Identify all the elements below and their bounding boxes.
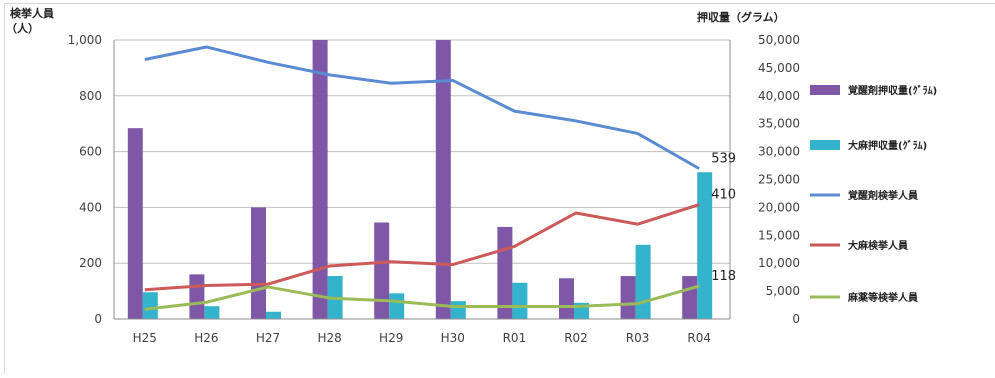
bar-stimulant-seizure [374, 222, 390, 319]
axis-layer: 0 200 400 600 800 1,000 0 5,000 10,000 15,000 20,0… [6, 6, 800, 345]
line-cannabis-arrests [144, 203, 700, 292]
left-axis-title: 検挙人員 [10, 6, 54, 20]
line-layer [144, 45, 700, 311]
right-tick-label: 5,000 [766, 284, 800, 298]
x-tick-label: H26 [194, 331, 218, 345]
bar-cannabis-seizure [142, 292, 158, 319]
bar-cannabis-seizure [266, 311, 281, 319]
line-stimulant-arrests [144, 45, 700, 170]
bar-layer [127, 40, 713, 319]
right-axis-title: 押収量（グラム） [697, 10, 785, 24]
legend-label: 覚醒剤押収量(ｸﾞﾗﾑ) [848, 84, 937, 97]
right-tick-label: 20,000 [758, 200, 800, 214]
bar-stimulant-seizure [682, 276, 698, 319]
bar-stimulant-seizure [559, 278, 574, 319]
bar-cannabis-seizure [512, 282, 528, 319]
left-tick-label: 200 [79, 256, 102, 270]
data-label: 539 [711, 152, 736, 167]
bar-stimulant-seizure [189, 274, 205, 319]
right-tick-label: 40,000 [758, 89, 800, 103]
legend-label: 大麻検挙人員 [848, 239, 908, 252]
legend-swatch [810, 140, 840, 150]
right-tick-label: 50,000 [758, 33, 800, 47]
data-label: 118 [711, 269, 736, 284]
x-tick-label: H29 [379, 331, 403, 345]
x-tick-label: H28 [317, 331, 341, 345]
x-tick-label: R04 [687, 331, 711, 345]
data-label: 410 [711, 188, 736, 203]
legend-label: 麻薬等検挙人員 [847, 291, 918, 304]
left-tick-label: 600 [79, 145, 102, 159]
bar-stimulant-seizure [251, 207, 266, 319]
left-tick-label: 1,000 [68, 33, 102, 47]
right-tick-label: 25,000 [758, 173, 800, 187]
bar-cannabis-seizure [204, 306, 220, 319]
bar-cannabis-seizure [389, 293, 405, 319]
x-tick-label: H27 [256, 331, 280, 345]
bar-cannabis-seizure [450, 301, 466, 319]
x-tick-label: H25 [133, 331, 157, 345]
right-tick-label: 30,000 [758, 145, 800, 159]
x-tick-label: H30 [441, 331, 465, 345]
legend-label: 大麻押収量(ｸﾞﾗﾑ) [848, 139, 927, 152]
right-tick-label: 0 [792, 312, 800, 326]
bar-cannabis-seizure [697, 172, 713, 319]
frame-border-top [4, 3, 995, 4]
x-tick-label: R02 [564, 331, 588, 345]
right-tick-label: 10,000 [758, 256, 800, 270]
right-tick-label: 45,000 [758, 61, 800, 75]
line-narcotics-arrests [144, 284, 700, 311]
right-tick-label: 35,000 [758, 117, 800, 131]
bar-cannabis-seizure [635, 244, 651, 319]
legend-swatch [810, 85, 840, 95]
left-tick-label: 0 [94, 312, 102, 326]
bar-stimulant-seizure [435, 40, 451, 319]
left-tick-label: 800 [79, 89, 102, 103]
legend-layer: 覚醒剤押収量(ｸﾞﾗﾑ) 大麻押収量(ｸﾞﾗﾑ) 覚醒剤検挙人員大麻検挙人員麻薬等検… [810, 84, 937, 304]
bar-stimulant-seizure [312, 40, 328, 319]
x-tick-label: R03 [626, 331, 650, 345]
x-tick-label: R01 [503, 331, 527, 345]
frame-border-left [4, 3, 5, 374]
left-axis-unit: （人） [6, 21, 39, 35]
right-tick-label: 15,000 [758, 228, 800, 242]
bar-stimulant-seizure [127, 128, 143, 319]
legend-label: 覚醒剤検挙人員 [848, 189, 918, 202]
annotation-layer: 539 410 118 [711, 152, 736, 284]
bar-stimulant-seizure [620, 276, 636, 319]
left-tick-label: 400 [79, 200, 102, 214]
